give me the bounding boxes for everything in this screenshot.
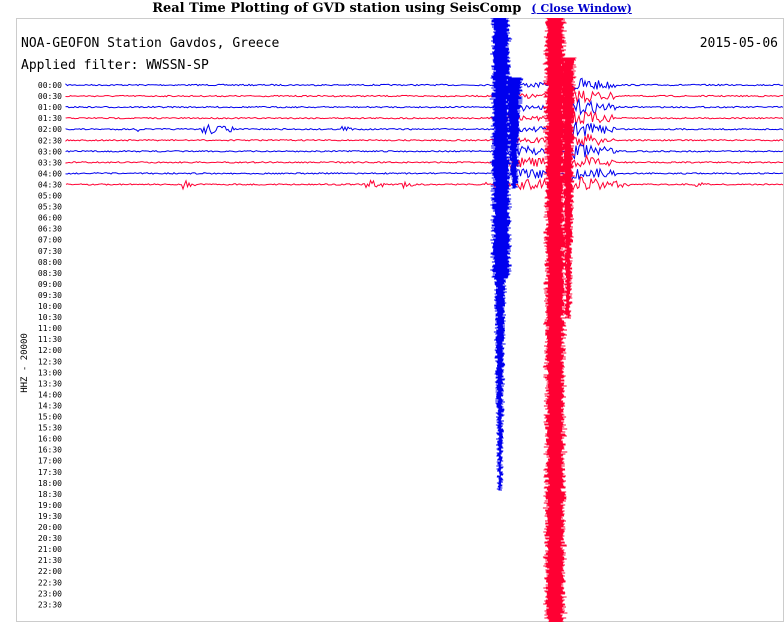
spike-red-core xyxy=(542,18,568,622)
seismogram-canvas: NOA-GEOFON Station Gavdos, Greece 2015-0… xyxy=(16,18,784,622)
time-label: 00:00 xyxy=(38,81,62,90)
time-label: 16:30 xyxy=(38,446,62,455)
time-label: 08:30 xyxy=(38,269,62,278)
time-label: 02:30 xyxy=(38,136,62,145)
time-label: 00:30 xyxy=(38,92,62,101)
time-label: 13:00 xyxy=(38,368,62,377)
title-bar: Real Time Plotting of GVD station using … xyxy=(0,0,784,18)
trace-line xyxy=(65,153,784,171)
trace-line xyxy=(65,133,784,147)
time-label: 05:00 xyxy=(38,192,62,201)
time-label: 11:30 xyxy=(38,335,62,344)
date-label: 2015-05-06 xyxy=(700,36,778,51)
seismic-traces xyxy=(65,18,784,622)
time-label: 14:00 xyxy=(38,390,62,399)
time-label: 04:30 xyxy=(38,180,62,189)
spike-blue-coda xyxy=(504,77,524,189)
trace-line xyxy=(65,143,784,160)
time-label: 23:30 xyxy=(38,600,62,609)
trace-line xyxy=(65,176,784,192)
time-label: 01:30 xyxy=(38,114,62,123)
time-label: 19:30 xyxy=(38,512,62,521)
seismogram-plot: NOA-GEOFON Station Gavdos, Greece 2015-0… xyxy=(16,18,784,622)
close-window-link[interactable]: ( Close Window) xyxy=(531,2,631,15)
close-link-paren-close: ) xyxy=(626,2,632,15)
time-label: 20:00 xyxy=(38,523,62,532)
time-label: 10:30 xyxy=(38,313,62,322)
time-label: 12:30 xyxy=(38,357,62,366)
trace-line xyxy=(65,167,784,183)
spike-red-coda xyxy=(558,57,577,319)
time-label: 02:00 xyxy=(38,125,62,134)
time-label: 12:00 xyxy=(38,346,62,355)
time-label: 22:00 xyxy=(38,567,62,576)
time-label: 17:30 xyxy=(38,468,62,477)
time-label: 18:30 xyxy=(38,490,62,499)
trace-line xyxy=(65,110,784,126)
time-label: 18:00 xyxy=(38,479,62,488)
time-label: 08:00 xyxy=(38,258,62,267)
time-label: 21:00 xyxy=(38,545,62,554)
trace-line xyxy=(65,97,784,116)
time-label: 19:00 xyxy=(38,501,62,510)
time-label: 04:00 xyxy=(38,169,62,178)
time-label: 06:00 xyxy=(38,214,62,223)
time-label: 14:30 xyxy=(38,401,62,410)
time-label: 22:30 xyxy=(38,578,62,587)
time-label: 09:00 xyxy=(38,280,62,289)
page-title: Real Time Plotting of GVD station using … xyxy=(152,1,522,16)
time-label: 13:30 xyxy=(38,379,62,388)
time-label: 16:00 xyxy=(38,435,62,444)
trace-line xyxy=(65,121,784,137)
filter-label: Applied filter: WWSSN-SP xyxy=(21,58,209,73)
time-label: 11:00 xyxy=(38,324,62,333)
time-label: 20:30 xyxy=(38,534,62,543)
trace-line xyxy=(65,77,784,91)
time-label: 01:00 xyxy=(38,103,62,112)
station-label: NOA-GEOFON Station Gavdos, Greece xyxy=(21,36,279,51)
time-label: 09:30 xyxy=(38,291,62,300)
time-label: 05:30 xyxy=(38,203,62,212)
close-link-paren-open: ( xyxy=(531,2,537,15)
time-label: 06:30 xyxy=(38,225,62,234)
time-label: 15:00 xyxy=(38,413,62,422)
spike-blue-upper xyxy=(489,18,513,279)
time-label: 07:00 xyxy=(38,236,62,245)
channel-label: HHZ - 20000 xyxy=(20,333,30,393)
time-label: 07:30 xyxy=(38,247,62,256)
time-label: 15:30 xyxy=(38,424,62,433)
time-label: 10:00 xyxy=(38,302,62,311)
time-label: 23:00 xyxy=(38,589,62,598)
close-link-label: Close Window xyxy=(540,2,627,15)
trace-line xyxy=(65,87,784,104)
time-axis-labels: 00:00 00:30 01:00 01:30 02:00 02:30 03:00 03:30… xyxy=(38,81,62,609)
time-label: 17:00 xyxy=(38,457,62,466)
plot-border xyxy=(16,18,784,622)
time-label: 21:30 xyxy=(38,556,62,565)
spike-blue-lower xyxy=(493,277,507,491)
time-label: 03:30 xyxy=(38,158,62,167)
time-label: 03:00 xyxy=(38,147,62,156)
